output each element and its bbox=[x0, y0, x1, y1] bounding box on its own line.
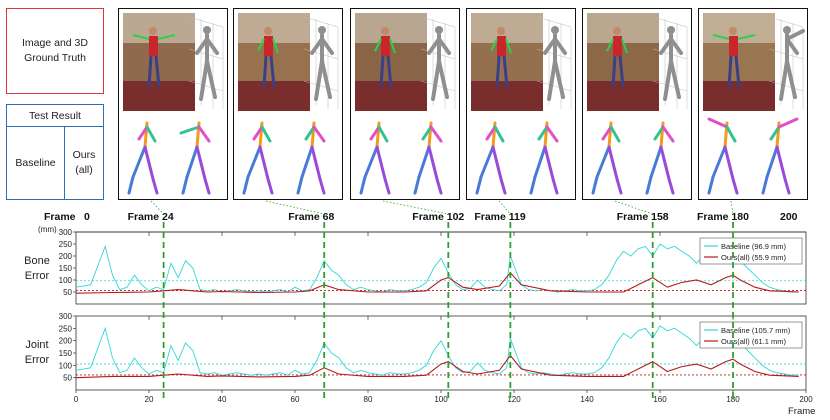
frame-axis-unit: (mm) bbox=[38, 225, 57, 234]
frame-scene-3 bbox=[355, 13, 456, 195]
marker-label-180: Frame 180 bbox=[697, 211, 749, 223]
joint-error-label: Joint Error bbox=[24, 339, 50, 366]
bone-ytick-label-100: 100 bbox=[59, 276, 73, 285]
xtick-label-40: 40 bbox=[218, 395, 227, 404]
joint-ytick-label-250: 250 bbox=[59, 324, 73, 333]
bone-ytick-label-200: 200 bbox=[59, 252, 73, 261]
frame-panel-4 bbox=[466, 8, 576, 200]
ours-legend-cell: Ours (all) bbox=[65, 127, 103, 199]
bone-ytick-label-250: 250 bbox=[59, 240, 73, 249]
frame-panel-5 bbox=[582, 8, 692, 200]
xtick-label-140: 140 bbox=[580, 395, 594, 404]
marker-connector-119 bbox=[498, 200, 511, 215]
frame-panel-2 bbox=[233, 8, 343, 200]
marker-connector-102 bbox=[382, 200, 449, 215]
joint-series-ours bbox=[75, 354, 799, 379]
baseline-legend-cell: Baseline bbox=[7, 127, 65, 199]
marker-label-158: Frame 158 bbox=[616, 211, 669, 223]
frame-panel-6 bbox=[698, 8, 808, 200]
marker-label-119: Frame 119 bbox=[474, 211, 526, 223]
bone-ytick-label-300: 300 bbox=[59, 228, 73, 237]
xtick-label-100: 100 bbox=[434, 395, 448, 404]
ours-legend-label: Ours (all) bbox=[72, 149, 96, 176]
xtick-label-60: 60 bbox=[291, 395, 300, 404]
ground-truth-legend: Image and 3D Ground Truth bbox=[6, 8, 104, 94]
frame-panel-1 bbox=[118, 8, 228, 200]
frame-scene-5 bbox=[587, 13, 688, 195]
marker-connector-158 bbox=[614, 200, 653, 215]
joint-ytick-label-300: 300 bbox=[59, 312, 73, 321]
frame-scene-1 bbox=[123, 13, 224, 195]
xtick-label-80: 80 bbox=[364, 395, 373, 404]
frame-axis-end: 200 bbox=[780, 211, 798, 223]
joint-ytick-label-100: 100 bbox=[59, 361, 73, 370]
marker-connector-180 bbox=[730, 200, 734, 215]
xtick-label-0: 0 bbox=[74, 395, 79, 404]
frame-panel-3 bbox=[350, 8, 460, 200]
bone-ytick-label-50: 50 bbox=[63, 288, 72, 297]
joint-ytick-label-150: 150 bbox=[59, 349, 73, 358]
test-result-header: Test Result bbox=[7, 105, 103, 127]
xtick-label-180: 180 bbox=[726, 395, 740, 404]
frame-axis-start: 0 bbox=[84, 211, 90, 223]
marker-label-102: Frame 102 bbox=[412, 211, 465, 223]
xtick-label-160: 160 bbox=[653, 395, 667, 404]
bone-series-ours bbox=[75, 271, 799, 294]
bone-ytick-label-150: 150 bbox=[59, 264, 73, 273]
bone-plot-frame bbox=[75, 231, 807, 305]
joint-ytick-label-50: 50 bbox=[63, 374, 72, 383]
marker-label-24: Frame 24 bbox=[127, 211, 174, 223]
ground-truth-legend-label: Image and 3D Ground Truth bbox=[22, 37, 88, 64]
baseline-legend-label: Baseline bbox=[15, 157, 56, 169]
frame-scene-4 bbox=[471, 13, 572, 195]
bone-error-label: Bone Error bbox=[24, 255, 50, 282]
bone-series-baseline bbox=[75, 243, 799, 293]
test-result-label: Test Result bbox=[29, 109, 81, 122]
joint-legend-entry-0: Baseline (105.7 mm) bbox=[721, 326, 791, 335]
x-axis-title: Frame bbox=[788, 406, 816, 417]
joint-legend-box bbox=[699, 321, 803, 349]
frame-scene-6 bbox=[703, 13, 805, 195]
bone-legend-entry-1: Ours(all) (55.9 mm) bbox=[721, 253, 787, 262]
xtick-label-20: 20 bbox=[145, 395, 154, 404]
marker-label-68: Frame 68 bbox=[288, 211, 335, 223]
marker-connector-68 bbox=[265, 200, 325, 215]
frame-axis-label: Frame bbox=[44, 211, 76, 223]
test-result-legend: Test Result Baseline Ours (all) bbox=[6, 104, 104, 200]
marker-connector-24 bbox=[150, 200, 164, 215]
joint-ytick-label-200: 200 bbox=[59, 337, 73, 346]
joint-series-baseline bbox=[75, 325, 799, 376]
xtick-label-200: 200 bbox=[799, 395, 813, 404]
joint-legend-entry-1: Ours(all) (61.1 mm) bbox=[721, 337, 787, 346]
bone-legend-box bbox=[699, 237, 803, 265]
joint-plot-frame bbox=[75, 315, 807, 391]
frame-scene-2 bbox=[238, 13, 339, 195]
xtick-label-120: 120 bbox=[507, 395, 521, 404]
bone-legend-entry-0: Baseline (96.9 mm) bbox=[721, 242, 787, 251]
